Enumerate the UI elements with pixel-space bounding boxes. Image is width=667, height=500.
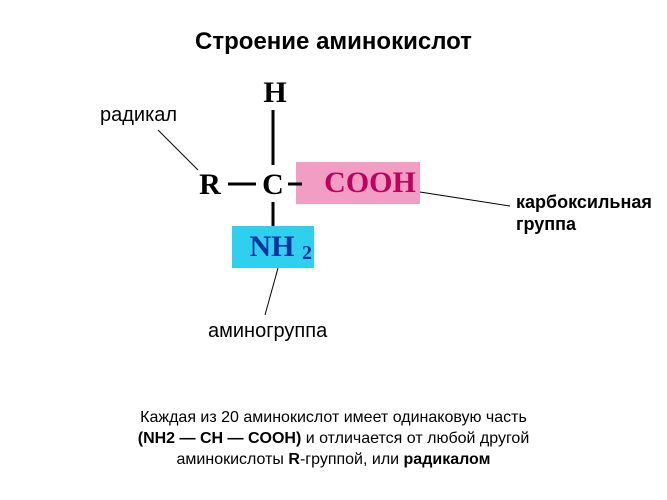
atom-nh-sub: 2 — [297, 242, 317, 265]
label-amino: аминогруппа — [208, 320, 327, 343]
footer-line3-c: -группой, или — [300, 451, 404, 468]
atom-nh: NH — [242, 230, 302, 264]
atom-c: C — [258, 168, 288, 202]
atom-r: R — [190, 168, 230, 202]
footer-line2-bold: (NH2 — CH — COOH) — [138, 430, 302, 447]
label-carboxyl-line2: группа — [516, 214, 576, 235]
label-carboxyl-line1: карбоксильная — [516, 192, 652, 213]
atom-h: H — [255, 76, 295, 110]
page-title: Строение аминокислот — [0, 28, 667, 56]
atom-cooh: COOH — [305, 166, 435, 200]
footer-text: Каждая из 20 аминокислот имеет одинакову… — [0, 408, 667, 470]
pointer-lines — [158, 130, 510, 315]
footer-line2-rest: и отличается от любой другой — [301, 430, 529, 447]
footer-line3-d: радикалом — [404, 451, 491, 468]
label-radical: радикал — [100, 104, 177, 127]
footer-line1: Каждая из 20 аминокислот имеет одинакову… — [140, 409, 527, 426]
footer-line3-a: аминокислоты — [177, 451, 289, 468]
diagram-root: Строение аминокислот H R C COOH NH 2 рад… — [0, 0, 667, 500]
footer-line3-b: R — [288, 451, 300, 468]
